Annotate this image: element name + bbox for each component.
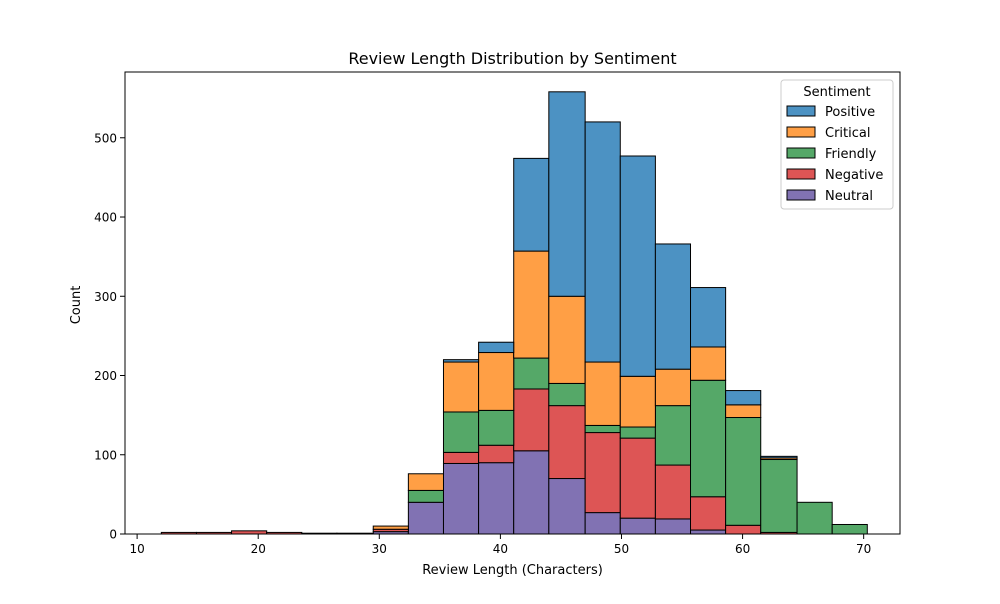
bar-negative <box>690 496 727 531</box>
bar-friendly <box>513 357 550 390</box>
legend-title: Sentiment <box>803 85 870 100</box>
bar-positive <box>760 455 798 459</box>
bar-friendly <box>725 417 762 526</box>
bar-critical <box>725 404 762 419</box>
bar-friendly <box>831 523 868 535</box>
bar-friendly <box>442 411 480 453</box>
bar-critical <box>513 250 550 359</box>
bar-friendly <box>584 424 621 434</box>
bar-critical <box>478 352 515 411</box>
bar-friendly <box>654 405 692 466</box>
legend-swatch-negative <box>786 168 816 180</box>
x-tick-label: 50 <box>614 542 629 556</box>
bar-friendly <box>690 379 727 498</box>
bar-negative <box>513 388 550 452</box>
y-tick-label: 300 <box>94 290 117 304</box>
bar-critical <box>584 361 621 426</box>
axes-layer: 10 20 30 40 50 60 70 0 100 200 300 400 500 <box>94 71 901 556</box>
bar-friendly <box>478 409 515 446</box>
legend-label-friendly: Friendly <box>825 147 877 162</box>
legend-label-negative: Negative <box>825 168 883 183</box>
bar-negative <box>548 405 586 480</box>
bar-friendly <box>796 501 833 535</box>
legend-swatch-friendly <box>786 147 816 159</box>
bar-friendly <box>548 382 586 407</box>
bar-negative <box>478 444 515 464</box>
legend-label-critical: Critical <box>825 126 870 141</box>
bar-neutral <box>442 462 480 535</box>
bar-positive <box>478 341 515 354</box>
bar-critical <box>619 375 656 428</box>
bar-negative <box>654 464 692 520</box>
y-tick-label: 200 <box>94 369 117 383</box>
y-tick-label: 100 <box>94 448 117 462</box>
bar-neutral <box>654 518 692 535</box>
legend: Sentiment Positive Critical Friendly Negati… <box>780 79 894 210</box>
bar-neutral <box>619 517 656 535</box>
bar-positive <box>690 287 727 348</box>
bar-positive <box>725 390 762 406</box>
bar-positive <box>619 155 656 377</box>
bar-negative <box>442 451 480 464</box>
x-tick-label: 70 <box>856 542 871 556</box>
bar-neutral <box>690 529 727 535</box>
chart-title: Review Length Distribution by Sentiment <box>348 49 676 68</box>
bar-neutral <box>513 450 550 535</box>
bar-critical <box>372 525 409 530</box>
legend-label-positive: Positive <box>825 105 875 120</box>
x-tick-label: 20 <box>251 542 266 556</box>
bar-critical <box>654 368 692 407</box>
x-axis-label: Review Length (Characters) <box>422 563 603 578</box>
legend-swatch-neutral <box>786 189 816 201</box>
bar-negative <box>619 437 656 519</box>
y-tick-label: 400 <box>94 211 117 225</box>
bar-positive <box>442 359 480 363</box>
y-tick-label: 0 <box>109 528 117 542</box>
bar-negative <box>725 524 762 535</box>
bar-critical <box>407 473 444 491</box>
bar-positive <box>584 121 621 363</box>
y-tick-label: 500 <box>94 131 117 145</box>
bar-negative <box>584 432 621 514</box>
bar-neutral <box>548 478 586 535</box>
bar-friendly <box>407 489 444 503</box>
bar-critical <box>442 361 480 413</box>
legend-swatch-positive <box>786 105 816 117</box>
bar-neutral <box>584 512 621 535</box>
bar-friendly <box>619 426 656 439</box>
legend-label-neutral: Neutral <box>825 189 873 204</box>
plot-frame <box>124 71 901 535</box>
bars-layer <box>160 91 868 535</box>
bar-positive <box>513 157 550 252</box>
x-tick-label: 40 <box>493 542 508 556</box>
x-tick-label: 10 <box>129 542 144 556</box>
bar-critical <box>548 295 586 384</box>
bar-critical <box>690 346 727 381</box>
bar-friendly <box>760 459 798 533</box>
y-axis-label: Count <box>69 286 84 325</box>
x-tick-label: 30 <box>372 542 387 556</box>
bar-positive <box>654 243 692 370</box>
bar-neutral <box>478 462 515 535</box>
legend-swatch-critical <box>786 126 816 138</box>
bar-neutral <box>407 501 444 535</box>
bar-positive <box>548 91 586 297</box>
x-tick-label: 60 <box>735 542 750 556</box>
